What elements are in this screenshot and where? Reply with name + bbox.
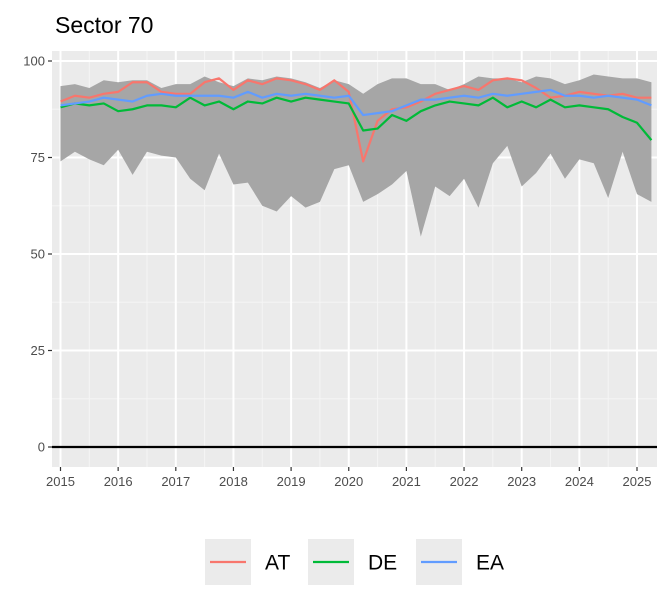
y-tick-label-0: 0 (38, 440, 45, 455)
series-line-ea (60, 88, 652, 117)
x-tick-label-2019: 2019 (277, 474, 306, 489)
x-tick-label-2016: 2016 (104, 474, 133, 489)
legend-label-de: DE (368, 552, 397, 575)
y-tick-label-50: 50 (31, 247, 45, 262)
range-band-layer (60, 74, 652, 237)
legend-label-ea: EA (476, 552, 504, 575)
x-tick-label-2018: 2018 (219, 474, 248, 489)
x-tick-label-2023: 2023 (507, 474, 536, 489)
series-line-de (60, 96, 653, 141)
x-tick-label-2020: 2020 (334, 474, 363, 489)
x-tick-label-2025: 2025 (623, 474, 652, 489)
axis-layer: 0 25 50 75 100 2015 2016 2017 2018 2019 2020 2021 20… (23, 54, 651, 490)
x-tick-label-2017: 2017 (161, 474, 190, 489)
legend-label-at: AT (265, 552, 290, 575)
x-tick-label-2024: 2024 (565, 474, 594, 489)
x-tick-label-2021: 2021 (392, 474, 421, 489)
y-tick-label-25: 25 (31, 343, 45, 358)
y-tick-label-75: 75 (31, 150, 45, 165)
series-layer (60, 77, 653, 163)
x-tick-label-2015: 2015 (46, 474, 75, 489)
legend: AT DE EA (205, 539, 504, 585)
chart-title: Sector 70 (55, 12, 154, 38)
x-tick-label-2022: 2022 (450, 474, 479, 489)
series-line-at (60, 77, 652, 163)
range-band (60, 74, 652, 237)
y-tick-label-100: 100 (23, 54, 45, 69)
